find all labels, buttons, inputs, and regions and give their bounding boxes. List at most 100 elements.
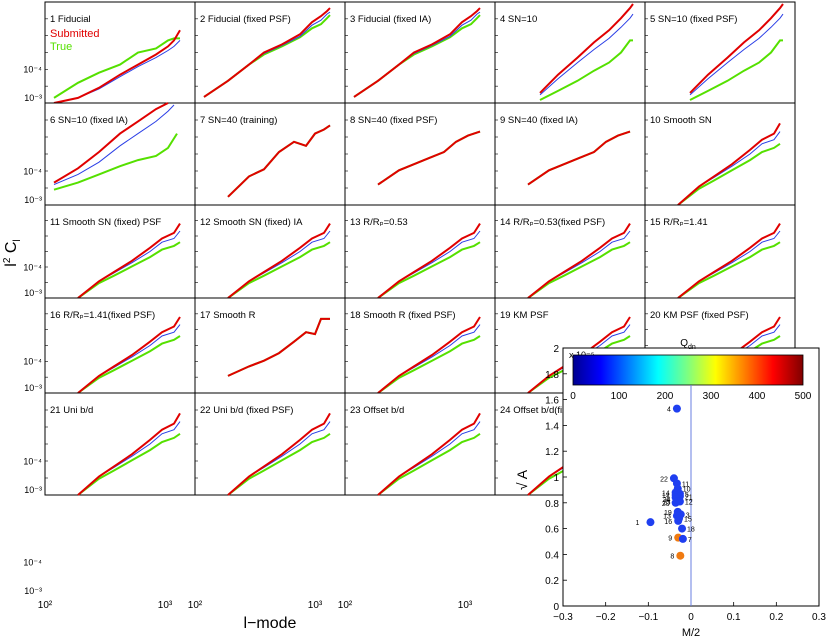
panel-x-tick-label: 10³ — [158, 600, 173, 611]
scatter-point-label: 19 — [664, 510, 672, 517]
scatter-point — [672, 404, 681, 413]
true-line — [527, 241, 631, 299]
panel-x-tick-label: 10³ — [458, 600, 473, 611]
scatter-point-label: 11 — [682, 481, 689, 488]
submitted-line — [77, 412, 181, 496]
scatter-y-tick-label: 0.4 — [545, 550, 559, 561]
colorbar-tick-label: 100 — [611, 391, 628, 402]
panel-17: 17 Smooth R — [194, 297, 346, 394]
panel-15: 15 R/Rₚ=1.41 — [644, 204, 796, 299]
true-line — [53, 133, 178, 191]
scatter-point-label: 4 — [667, 407, 671, 414]
panel-grid-axes: 10⁻³ 10⁻⁴ 10⁻³ 10⁻⁴ 10⁻³ 10⁻⁴ 10⁻³ 10⁻⁴ 10⁻³ 10⁻⁴… — [23, 65, 473, 611]
panel-frame — [494, 204, 646, 299]
true-line — [677, 241, 781, 299]
panel-y-tick-label: 10⁻³ — [24, 93, 42, 103]
panel-x-tick-label: 10² — [38, 600, 53, 611]
scatter-y-tick-label: 1.4 — [545, 421, 559, 432]
panel-title: 4 SN=10 — [500, 14, 537, 25]
scatter-y-tick-label: 1.2 — [545, 447, 559, 458]
panel-title: 24 Offset b/d(fixed PSF) — [500, 405, 602, 416]
legend-true: True — [50, 41, 72, 53]
colorbar-tick-label: 400 — [749, 391, 766, 402]
panel-title: 1 Fiducial — [50, 14, 91, 25]
submitted-line — [353, 7, 481, 98]
submitted-line — [677, 122, 781, 206]
scatter-x-tick-label: −0.2 — [596, 612, 616, 623]
panel-frame — [194, 204, 346, 299]
scatter-y-tick-label: 0.2 — [545, 576, 559, 587]
submitted-line — [53, 29, 181, 104]
scatter-point-label: 3 — [686, 512, 690, 519]
scatter-point-label: 12 — [685, 500, 693, 507]
fiducial-line — [53, 104, 175, 186]
submitted-line — [689, 3, 784, 94]
true-line — [539, 39, 633, 101]
scatter-y-tick-label: 1.8 — [545, 370, 559, 381]
panel-title: 18 Smooth R (fixed PSF) — [350, 310, 456, 321]
panel-title: 5 SN=10 (fixed PSF) — [650, 14, 737, 25]
scatter-point-label: 1 — [636, 520, 640, 527]
submitted-line — [377, 130, 481, 186]
panel-title: 14 R/Rₚ=0.53(fixed PSF) — [500, 217, 605, 228]
panel-title: 20 KM PSF (fixed PSF) — [650, 310, 749, 321]
scatter-x-tick-label: −0.3 — [553, 612, 573, 623]
panel-y-tick-label: 10⁻⁴ — [23, 456, 42, 466]
panel-x-tick-label: 10³ — [308, 600, 323, 611]
true-line — [77, 432, 181, 496]
true-line — [377, 241, 481, 299]
scatter-y-tick-label: 2 — [553, 344, 559, 355]
scatter-point — [676, 551, 685, 560]
panel-23: 23 Offset b/d — [344, 392, 496, 496]
scatter-point-label: 14 — [662, 490, 670, 497]
scatter-x-tick-label: 0.2 — [769, 612, 783, 623]
panel-title: 9 SN=40 (fixed IA) — [500, 115, 578, 126]
scatter-point-label: 2 — [666, 496, 670, 503]
panel-title: 16 R/Rₚ=1.41(fixed PSF) — [50, 310, 155, 321]
panel-y-tick-label: 10⁻⁴ — [23, 357, 42, 367]
submitted-line — [527, 130, 631, 186]
true-line — [227, 241, 331, 299]
panel-8: 8 SN=40 (fixed PSF) — [344, 102, 496, 206]
submitted-line — [527, 223, 631, 299]
submitted-line — [227, 317, 330, 377]
scatter-y-tick-label: 0.8 — [545, 499, 559, 510]
panel-y-tick-label: 10⁻³ — [24, 288, 42, 298]
submitted-line — [377, 412, 481, 496]
scatter-point-label: 7 — [688, 537, 692, 544]
scatter-point-label: 15 — [684, 516, 692, 523]
panel-frame — [44, 297, 196, 394]
panel-y-tick-label: 10⁻⁴ — [23, 166, 42, 176]
colorbar-tick-label: 200 — [657, 391, 674, 402]
panel-title: 23 Offset b/d — [350, 405, 404, 416]
scatter-point-label: 23 — [663, 500, 671, 507]
panel-x-tick-label: 10² — [338, 600, 353, 611]
scatter-x-tick-label: 0.3 — [812, 612, 826, 623]
panel-16: 16 R/Rₚ=1.41(fixed PSF) — [44, 297, 196, 394]
panel-frame — [494, 102, 646, 206]
submitted-line — [539, 3, 634, 94]
true-line — [227, 432, 331, 496]
colorbar-label: Qdn — [680, 338, 696, 351]
panel-title: 22 Uni b/d (fixed PSF) — [200, 405, 293, 416]
submitted-line — [377, 223, 481, 299]
true-line — [689, 39, 783, 101]
panel-title: 10 Smooth SN — [650, 115, 712, 126]
submitted-line — [77, 316, 181, 394]
scatter-point — [678, 524, 687, 533]
colorbar — [572, 354, 804, 386]
panel-22: 22 Uni b/d (fixed PSF) — [194, 392, 346, 496]
submitted-line — [77, 223, 181, 299]
panel-title: 19 KM PSF — [500, 310, 549, 321]
panel-frame — [44, 102, 196, 206]
colorbar-tick-label: 300 — [703, 391, 720, 402]
panel-title: 8 SN=40 (fixed PSF) — [350, 115, 437, 126]
colorbar-tick-label: 500 — [795, 391, 812, 402]
scatter-point — [646, 518, 655, 527]
panel-14: 14 R/Rₚ=0.53(fixed PSF) — [494, 204, 646, 299]
scatter-point-label: 10 — [683, 487, 691, 494]
panel-y-tick-label: 10⁻⁴ — [23, 65, 42, 75]
submitted-line — [227, 223, 331, 299]
